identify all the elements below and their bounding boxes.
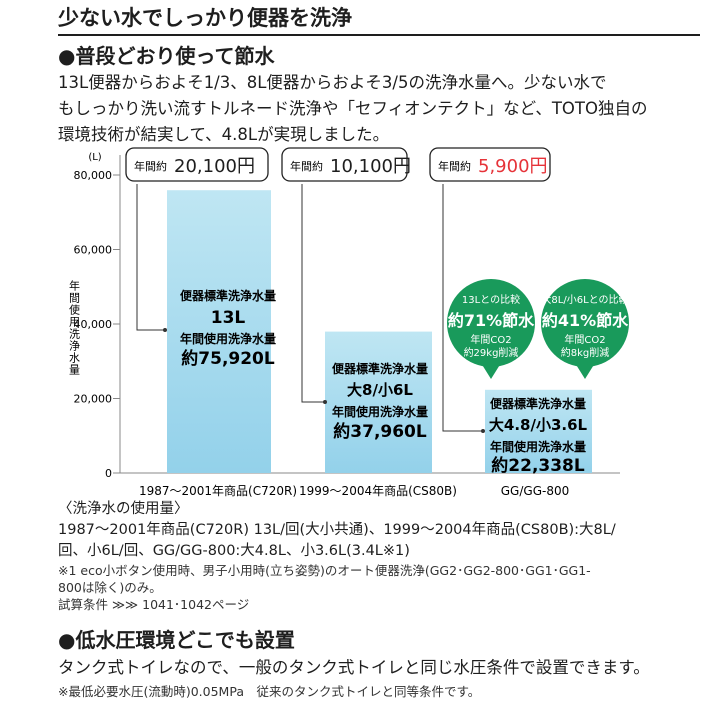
y-tick-label: 20,000 [74, 393, 113, 406]
badge-co2-label: 年間CO2 [470, 333, 511, 346]
intro-paragraph: 13L便器からおよそ1/3、8L便器からおよそ3/5の洗浄水量へ。少ない水で も… [58, 70, 702, 148]
notes-line: 1987～2001年商品(C720R) 13L/回(大小共通)、1999～200… [58, 522, 616, 538]
notes-heading: 〈洗浄水の使用量〉 [58, 501, 189, 517]
bar [325, 331, 432, 473]
low-pressure-text: タンク式トイレなので、一般のタンク式トイレと同じ水圧条件で設置できます。 [58, 658, 650, 677]
bar-label-standard: 便器標準洗浄水量 [180, 288, 276, 303]
badge-comparison: 13Lとの比較 [462, 293, 520, 306]
bar-label-annual: 年間使用洗浄水量 [490, 439, 586, 454]
cost-prefix: 年間約 [290, 159, 323, 173]
leader-line [442, 184, 483, 432]
bar-label-annual-value: 約22,338L [491, 455, 585, 476]
section-heading-water-saving: ●普段どおり使って節水 [58, 44, 275, 68]
intro-line: 環境技術が結実して、4.8Lが実現しました。 [58, 125, 390, 144]
cost-box [429, 147, 551, 182]
bar-label-flush-volume: 大8/小6L [347, 381, 413, 399]
x-category-label: 1999～2004年商品(CS80B) [299, 483, 457, 498]
leader-dot [323, 400, 327, 404]
cost-amount: 20,100円 [174, 156, 255, 177]
y-tick-label: 60,000 [74, 244, 113, 257]
cost-prefix: 年間約 [134, 159, 167, 173]
test-conditions-link[interactable]: 試算条件 ≫≫ 1041･1042ページ [58, 597, 250, 612]
savings-badge-pointer [575, 363, 595, 379]
notes-line: 回、小6L/回、GG/GG-800:大4.8L、小3.6L(3.4L※1) [58, 543, 410, 559]
savings-badge-pointer [481, 363, 501, 379]
cost-box [125, 147, 269, 182]
bar-label-flush-volume: 大4.8/小3.6L [489, 416, 588, 434]
cost-prefix: 年間約 [438, 159, 471, 173]
footnote-line: ※1 eco小ボタン使用時、男子小用時(立ち姿勢)のオート便器洗浄(GG2･GG… [58, 563, 591, 578]
intro-line: 13L便器からおよそ1/3、8L便器からおよそ3/5の洗浄水量へ。少ない水で [58, 73, 607, 92]
bar-label-flush-volume: 13L [211, 308, 246, 328]
cost-box [281, 147, 408, 182]
bar-label-standard: 便器標準洗浄水量 [490, 396, 586, 411]
cost-amount: 5,900円 [478, 156, 548, 177]
leader-dot [481, 429, 485, 433]
y-tick-label: 80,000 [74, 169, 113, 182]
badge-savings: 約41%節水 [542, 311, 629, 330]
savings-badge [541, 279, 629, 367]
badge-comparison: 大8L/小6Lとの比較 [541, 293, 628, 306]
y-unit-label: (L) [88, 152, 101, 163]
section-heading-low-pressure: ●低水圧環境どこでも設置 [58, 628, 295, 652]
savings-badge [447, 279, 535, 367]
water-usage-chart: (L) 80,000 60,000 40,000 20,000 0 年間使用洗浄水量 1987… [68, 147, 629, 498]
y-tick-label: 40,000 [74, 318, 113, 331]
bar-label-annual-value: 約75,920L [181, 348, 275, 369]
footnote-line: 800は除く)のみ。 [58, 580, 162, 595]
badge-savings: 約71%節水 [448, 311, 535, 330]
leader-dot [163, 328, 167, 332]
intro-line: もしっかり洗い流すトルネード洗浄や「セフィオンテクト」など、TOTO独自の [58, 99, 648, 118]
x-category-label: 1987～2001年商品(C720R) [139, 483, 297, 498]
bar-label-annual: 年間使用洗浄水量 [180, 331, 276, 346]
bar-label-annual: 年間使用洗浄水量 [332, 404, 428, 419]
y-axis-label: 年間使用洗浄水量 [68, 279, 81, 376]
badge-co2-label: 年間CO2 [564, 333, 605, 346]
cost-amount: 10,100円 [330, 156, 411, 177]
y-tick-label: 0 [105, 467, 112, 480]
badge-co2-value: 約8kg削減 [561, 346, 610, 359]
bar [167, 190, 271, 473]
leader-line [301, 184, 325, 403]
page-title: 少ない水でしっかり便器を洗浄 [58, 6, 352, 30]
notes-block: 〈洗浄水の使用量〉 1987～2001年商品(C720R) 13L/回(大小共通… [58, 499, 698, 613]
low-pressure-footnote: ※最低必要水圧(流動時)0.05MPa 従来のタンク式トイレと同等条件です。 [58, 684, 481, 699]
title-rule [58, 34, 700, 36]
bar [485, 389, 592, 473]
bar-label-standard: 便器標準洗浄水量 [332, 361, 428, 376]
badge-co2-value: 約29kg削減 [464, 346, 519, 359]
x-category-label: GG/GG-800 [501, 484, 569, 498]
leader-line [136, 184, 165, 331]
bar-label-annual-value: 約37,960L [333, 421, 427, 442]
